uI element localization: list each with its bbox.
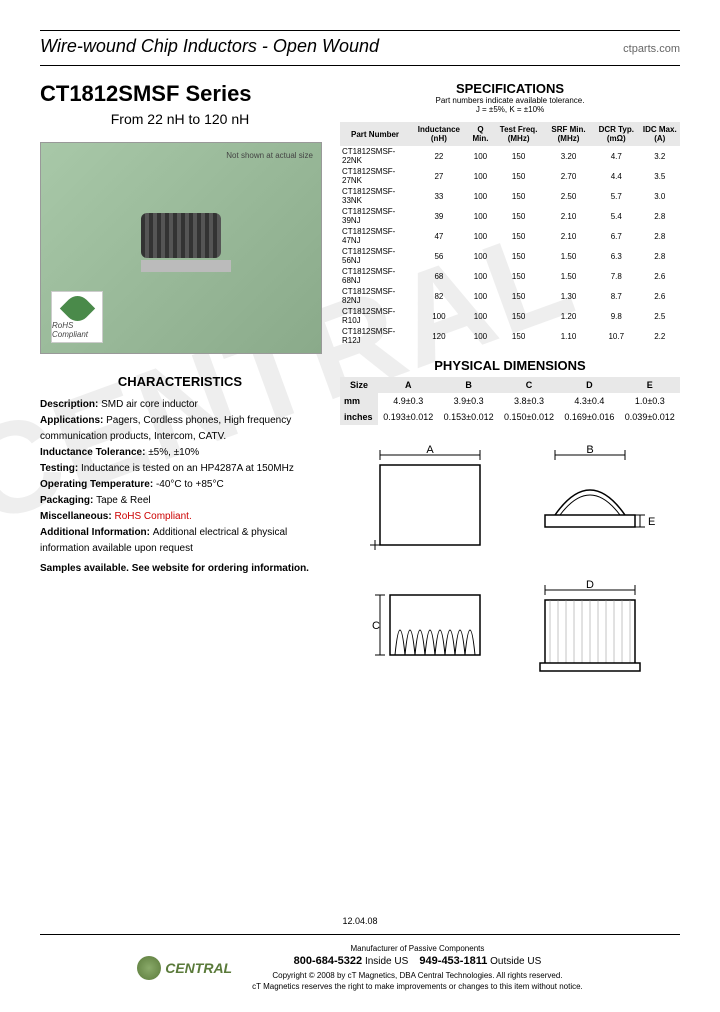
series-subtitle: From 22 nH to 120 nH: [40, 111, 320, 127]
characteristic-item: Operating Temperature: -40°C to +85°C: [40, 477, 320, 493]
table-row: CT1812SMSF-39NJ391001502.105.42.8: [340, 206, 680, 226]
phys-column-header: E: [620, 377, 680, 393]
table-row: CT1812SMSF-82NJ821001501.308.72.6: [340, 286, 680, 306]
table-row: CT1812SMSF-56NJ561001501.506.32.8: [340, 246, 680, 266]
table-row: CT1812SMSF-33NK331001502.505.73.0: [340, 186, 680, 206]
samples-note: Samples available. See website for order…: [40, 561, 320, 577]
svg-text:E: E: [648, 516, 655, 528]
product-image: Not shown at actual size RoHS Compliant: [40, 142, 322, 354]
table-row: CT1812SMSF-68NJ681001501.507.82.6: [340, 266, 680, 286]
svg-text:B: B: [586, 444, 593, 456]
phys-column-header: A: [378, 377, 438, 393]
characteristics-section: CHARACTERISTICS Description: SMD air cor…: [40, 374, 320, 577]
svg-text:D: D: [586, 579, 594, 591]
spec-column-header: SRF Min. (MHz): [544, 122, 593, 146]
characteristic-item: Testing: Inductance is tested on an HP42…: [40, 461, 320, 477]
phys-column-header: B: [438, 377, 498, 393]
logo-text: CENTRAL: [165, 960, 232, 976]
page-header: Wire-wound Chip Inductors - Open Wound c…: [40, 36, 680, 57]
characteristics-title: CHARACTERISTICS: [40, 374, 320, 389]
characteristic-item: Additional Information: Additional elect…: [40, 525, 320, 557]
logo-icon: [137, 956, 161, 980]
table-row: CT1812SMSF-27NK271001502.704.43.5: [340, 166, 680, 186]
diagram-end: D: [530, 585, 650, 685]
series-title: CT1812SMSF Series: [40, 81, 320, 107]
header-title: Wire-wound Chip Inductors - Open Wound: [40, 36, 379, 57]
spec-column-header: DCR Typ. (mΩ): [593, 122, 640, 146]
spec-column-header: IDC Max. (A): [640, 122, 680, 146]
spec-column-header: Part Number: [340, 122, 410, 146]
inductor-icon: [141, 213, 231, 283]
dimension-diagrams: A B: [340, 445, 680, 565]
dimension-diagrams-2: C D: [340, 585, 680, 685]
physical-title: PHYSICAL DIMENSIONS: [340, 358, 680, 373]
phys-column-header: D: [559, 377, 619, 393]
svg-text:C: C: [372, 620, 380, 632]
specifications-subtitle: Part numbers indicate available toleranc…: [340, 96, 680, 114]
physical-table: SizeABCDE mm4.9±0.33.9±0.33.8±0.34.3±0.4…: [340, 377, 680, 425]
table-row: CT1812SMSF-22NK221001503.204.73.2: [340, 146, 680, 166]
footer-date: 12.04.08: [0, 916, 720, 926]
not-shown-label: Not shown at actual size: [226, 151, 313, 160]
characteristic-item: Applications: Pagers, Cordless phones, H…: [40, 413, 320, 445]
spec-column-header: Test Freq. (MHz): [493, 122, 544, 146]
table-row: CT1812SMSF-47NJ471001502.106.72.8: [340, 226, 680, 246]
table-row: CT1812SMSF-R12J1201001501.1010.72.2: [340, 326, 680, 346]
diagram-front: C: [370, 585, 490, 685]
rohs-text: RoHS Compliant: [52, 321, 102, 339]
table-row: inches0.193±0.0120.153±0.0120.150±0.0120…: [340, 409, 680, 425]
phys-column-header: C: [499, 377, 559, 393]
specifications-table: Part NumberInductance (nH)Q Min.Test Fre…: [340, 122, 680, 346]
table-row: mm4.9±0.33.9±0.33.8±0.34.3±0.41.0±0.3: [340, 393, 680, 409]
footer-info: Manufacturer of Passive Components 800-6…: [252, 943, 583, 992]
spec-column-header: Q Min.: [468, 122, 493, 146]
rohs-badge: RoHS Compliant: [51, 291, 103, 343]
specifications-title: SPECIFICATIONS: [340, 81, 680, 96]
characteristic-item: Inductance Tolerance: ±5%, ±10%: [40, 445, 320, 461]
characteristic-item: Description: SMD air core inductor: [40, 397, 320, 413]
characteristic-item: Miscellaneous: RoHS Compliant.: [40, 509, 320, 525]
table-row: CT1812SMSF-R10J1001001501.209.82.5: [340, 306, 680, 326]
header-url: ctparts.com: [623, 43, 680, 55]
diagram-top: A: [370, 445, 490, 565]
footer-logo: CENTRAL: [137, 956, 232, 980]
phys-column-header: Size: [340, 377, 378, 393]
diagram-side: B E: [530, 445, 650, 565]
characteristic-item: Packaging: Tape & Reel: [40, 493, 320, 509]
svg-text:A: A: [426, 444, 434, 456]
spec-column-header: Inductance (nH): [410, 122, 468, 146]
footer: 12.04.08 CENTRAL Manufacturer of Passive…: [0, 916, 720, 992]
